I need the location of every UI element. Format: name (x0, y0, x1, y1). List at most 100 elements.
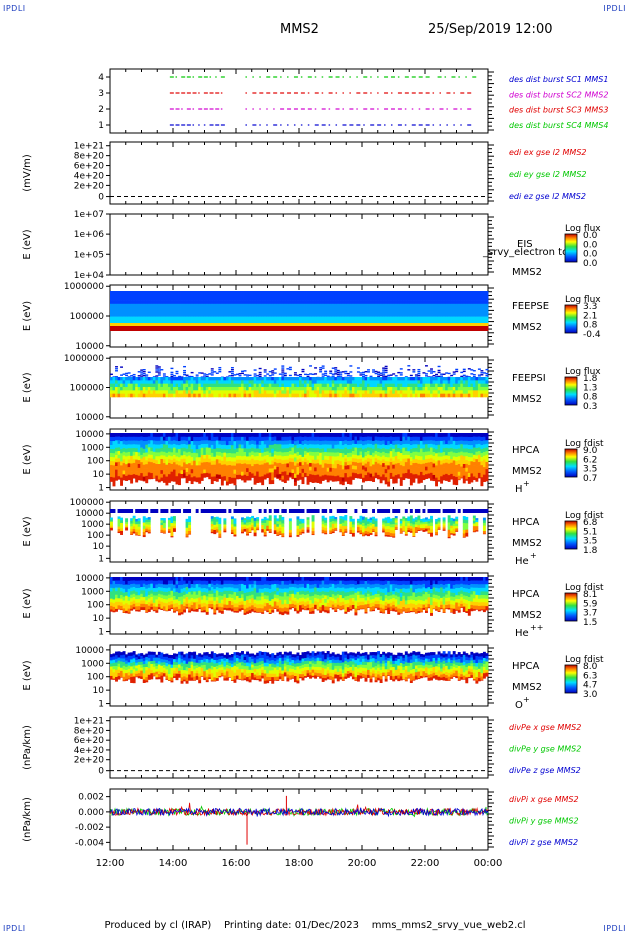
spectrogram-cell (162, 375, 166, 377)
spectrogram-cell (455, 383, 459, 388)
spectrogram-cell (311, 387, 315, 391)
spectrogram-cell (115, 462, 118, 467)
spectrogram-cell (198, 449, 202, 454)
spectrogram-cell (147, 458, 151, 462)
spectrogram-cell (150, 390, 154, 394)
spectrogram-cell (296, 307, 300, 311)
spectrogram-cell (183, 462, 186, 467)
spectrogram-cell (223, 472, 227, 477)
spectrogram-cell (278, 373, 282, 375)
spectrogram-cell (301, 291, 305, 295)
spectrogram-cell (291, 469, 295, 474)
spectrogram-cell (417, 326, 421, 331)
spectrogram-cell (293, 441, 297, 446)
spectrogram-cell (155, 316, 159, 321)
spectrogram-cell (432, 393, 436, 398)
spectrogram-cell (362, 387, 365, 391)
spectrogram-cell (268, 456, 272, 461)
spectrogram-cell (115, 451, 118, 456)
spectrogram-cell (243, 319, 247, 324)
spectrogram-cell (218, 470, 222, 475)
spectrogram-cell (132, 316, 136, 321)
spectrogram-cell (253, 436, 257, 442)
spectrogram-cell (341, 371, 345, 373)
spectrogram-cell (248, 468, 252, 473)
spectrogram-cell (341, 377, 345, 381)
spectrogram-cell (336, 297, 340, 301)
spectrogram-cell (170, 377, 174, 381)
spectrogram-cell (485, 313, 489, 317)
spectrogram-cell (372, 319, 375, 324)
spectrogram-cell (278, 477, 282, 481)
spectrogram-cell (213, 468, 217, 473)
spectrogram-cell (362, 373, 365, 376)
spectrogram-cell (185, 444, 189, 449)
spectrogram-cell (223, 436, 227, 442)
spectrogram-cell (165, 294, 169, 298)
spectrogram-cell (266, 433, 270, 437)
spectrogram-cell (316, 326, 320, 331)
spectrogram-cell (246, 468, 249, 473)
spectrogram-cell (351, 316, 355, 321)
spectrogram-cell (243, 294, 247, 298)
spectrogram-cell (188, 451, 192, 456)
spectrogram-cell (167, 313, 171, 317)
spectrogram-cell (301, 383, 305, 388)
spectrogram-cell (203, 316, 207, 321)
spectrogram-cell (190, 371, 194, 374)
spectrogram-cell (230, 461, 234, 466)
spectrogram-cell (266, 300, 270, 305)
spectrogram-cell (482, 303, 486, 308)
spectrogram-cell (208, 377, 212, 381)
spectrogram-cell (296, 390, 300, 394)
spectrogram-cell (399, 390, 403, 394)
spectrogram-cell (455, 326, 459, 331)
spectrogram-cell (470, 380, 474, 384)
spectrogram-cell (112, 294, 116, 298)
spectrogram-cell (208, 455, 212, 460)
spectrogram-cell (394, 380, 398, 384)
spectrogram-cell (248, 436, 252, 442)
spectrogram-cell (336, 373, 340, 376)
spectrogram-cell (311, 300, 315, 305)
spectrogram-cell (160, 393, 164, 398)
spectrogram-cell (173, 313, 176, 317)
spectrogram-cell (296, 326, 300, 331)
spectrogram-cell (230, 437, 234, 442)
spectrogram-cell (258, 307, 262, 311)
spectrogram-cell (394, 310, 398, 314)
spectrogram-cell (162, 300, 166, 305)
spectrogram-cell (356, 326, 360, 331)
spectrogram-cell (384, 297, 388, 301)
spectrogram-cell (460, 387, 464, 391)
spectrogram-cell (215, 313, 219, 317)
spectrogram-cell (324, 393, 328, 398)
spectrogram-cell (377, 319, 381, 324)
spectrogram-cell (319, 297, 323, 301)
spectrogram-cell (258, 377, 262, 381)
spectrogram-cell (480, 297, 484, 301)
spectrogram-cell (137, 479, 141, 481)
spectrogram-cell (397, 316, 401, 321)
spectrogram-cell (437, 303, 441, 308)
spectrogram-cell (364, 310, 368, 314)
spectrogram-cell (452, 300, 456, 305)
spectrogram-cell (394, 300, 398, 305)
spectrogram-cell (170, 313, 174, 317)
spectrogram-cell (238, 387, 242, 391)
spectrogram-cell (344, 372, 348, 375)
spectrogram-cell (309, 316, 312, 321)
spectrogram-cell (402, 387, 406, 391)
spectrogram-cell (485, 380, 489, 384)
spectrogram-cell (268, 464, 272, 469)
spectrogram-cell (309, 373, 312, 375)
spectrogram-cell (243, 393, 247, 398)
spectrogram-cell (427, 300, 431, 305)
spectrogram-cell (147, 303, 151, 308)
spectrogram-cell (165, 313, 169, 317)
spectrogram-cell (241, 390, 244, 394)
spectrogram-cell (112, 303, 116, 308)
spectrogram-cell (208, 458, 212, 463)
spectrogram-cell (122, 300, 126, 305)
spectrogram-cell (263, 474, 267, 479)
